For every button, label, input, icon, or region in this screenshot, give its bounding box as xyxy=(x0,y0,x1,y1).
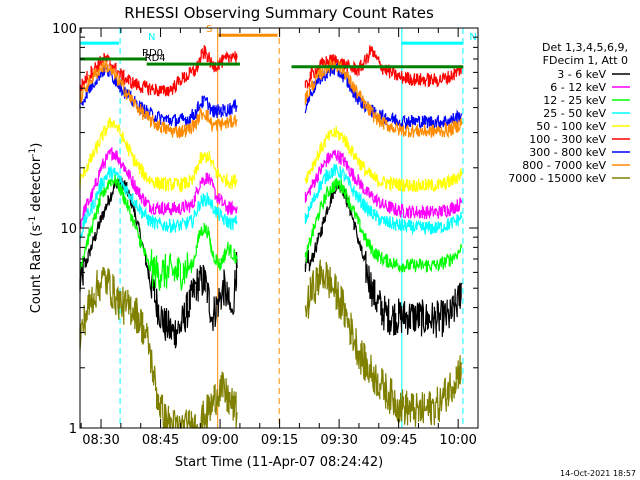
x-tick-label-6: 10:00 xyxy=(439,433,476,448)
x-tick-label-2: 09:00 xyxy=(201,433,238,448)
series-line-800-7000-kev-14 xyxy=(79,59,238,140)
y-tick-label-1: 10 xyxy=(60,222,77,237)
series-line-6-12-kev-2 xyxy=(79,147,238,229)
legend-label-300-800-kev: 300 - 800 keV xyxy=(529,146,606,159)
time-marker-lines xyxy=(119,28,464,428)
y-axis-label-exponent-1: -1 xyxy=(28,216,38,225)
flag-label-rd4-3: RD4 xyxy=(145,53,166,64)
flag-bar-n-0 xyxy=(80,41,119,45)
flag-label-n-0: N xyxy=(148,32,155,43)
series-line-25-50-kev-6 xyxy=(79,166,238,243)
legend: Det 1,3,4,5,6,9, FDecim 1, Att 0 3 - 6 k… xyxy=(508,41,630,185)
series-line-800-7000-kev-15 xyxy=(304,59,463,139)
legend-label-800-7000-kev: 800 - 7000 keV xyxy=(522,159,606,172)
flag-bar-s-4 xyxy=(218,33,278,37)
flag-bar-rd4-3 xyxy=(146,62,240,66)
series-line-12-25-kev-4 xyxy=(79,174,238,291)
legend-label-25-50-kev: 25 - 50 keV xyxy=(543,107,606,120)
flag-bar-n-1 xyxy=(401,41,464,45)
legend-label-7000-15000-kev: 7000 - 15000 keV xyxy=(508,172,606,185)
series-line-3-6-kev-0 xyxy=(79,176,238,349)
series-line-50-100-kev-9 xyxy=(304,126,463,193)
series-line-7000-15000-kev-17 xyxy=(304,259,463,427)
x-tick-label-5: 09:45 xyxy=(380,433,417,448)
axis-ticks: 1 10 100 08:30 08:45 09:00 09:15 09:30 09:45 10:0… xyxy=(52,22,479,448)
legend-header-detectors: Det 1,3,4,5,6,9, xyxy=(542,41,628,54)
y-tick-label-2: 100 xyxy=(52,22,77,37)
x-tick-label-4: 09:30 xyxy=(320,433,357,448)
y-axis-label-exponent-2: -1 xyxy=(28,148,38,157)
series-layer xyxy=(79,45,463,430)
x-tick-label-1: 08:45 xyxy=(142,433,179,448)
legend-label-100-300-kev: 100 - 300 keV xyxy=(529,133,606,146)
y-tick-label-0: 1 xyxy=(69,422,77,437)
series-line-3-6-kev-1 xyxy=(304,180,463,338)
flag-label-rd0-2: RD0 xyxy=(142,48,163,59)
flag-bar-unlabeled-5 xyxy=(291,65,464,69)
series-line-12-25-kev-5 xyxy=(304,177,463,274)
legend-label-12-25-kev: 12 - 25 keV xyxy=(543,94,606,107)
legend-label-6-12-kev: 6 - 12 keV xyxy=(550,81,606,94)
y-axis-label-mid: detector xyxy=(29,156,44,216)
flag-label-s-4: S xyxy=(206,24,212,35)
chart-title: RHESSI Observing Summary Count Rates xyxy=(124,4,434,22)
y-axis-label-main: Count Rate (s xyxy=(29,225,44,314)
series-line-6-12-kev-3 xyxy=(304,149,463,220)
x-tick-label-0: 08:30 xyxy=(82,433,119,448)
generation-timestamp: 14-Oct-2021 18:57 xyxy=(560,469,636,478)
y-axis-label-end: ) xyxy=(29,143,44,148)
y-axis-label: Count Rate (s-1 detector-1) xyxy=(28,143,44,314)
flag-bar-rd0-2 xyxy=(80,57,147,61)
legend-label-50-100-kev: 50 - 100 keV xyxy=(536,120,606,133)
series-line-7000-15000-kev-16 xyxy=(79,266,238,430)
series-line-300-800-kev-12 xyxy=(79,63,238,129)
legend-header-decimation: FDecim 1, Att 0 xyxy=(543,54,628,67)
series-line-50-100-kev-8 xyxy=(79,117,238,194)
x-axis-label: Start Time (11-Apr-07 08:24:42) xyxy=(175,455,383,470)
series-line-25-50-kev-7 xyxy=(304,163,463,235)
legend-label-3-6-kev: 3 - 6 keV xyxy=(557,68,606,81)
x-tick-label-3: 09:15 xyxy=(261,433,298,448)
